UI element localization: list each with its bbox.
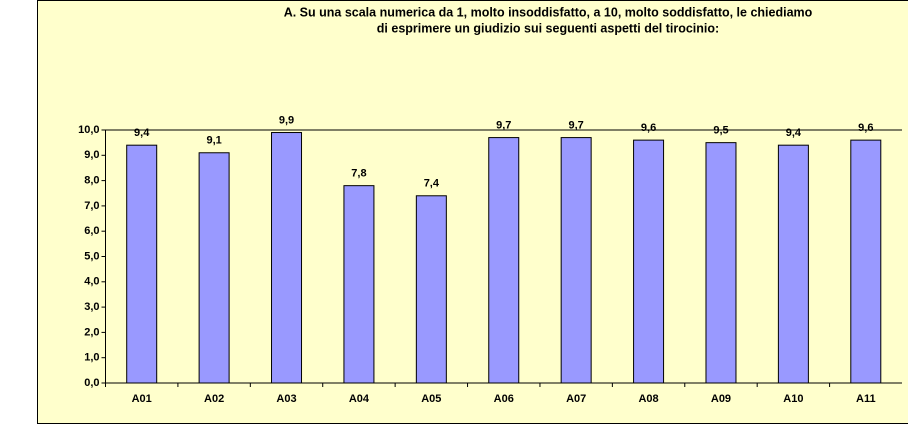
value-label: 9,4 <box>786 127 802 139</box>
y-tick-label: 4,0 <box>84 276 99 288</box>
bar <box>271 132 303 384</box>
value-label: 7,8 <box>351 168 366 180</box>
y-tick-label: 1,0 <box>84 352 99 364</box>
x-tick-label: A09 <box>711 393 731 405</box>
y-tick-label: 8,0 <box>84 175 99 187</box>
y-tick-label: 6,0 <box>84 225 99 237</box>
x-tick-label: A07 <box>566 393 586 405</box>
chart-area <box>37 0 908 424</box>
chart-title: di esprimere un giudizio sui seguenti as… <box>377 21 719 35</box>
y-tick-label: 5,0 <box>84 250 99 262</box>
bar <box>198 152 230 384</box>
bar <box>777 144 809 384</box>
y-tick-label: 10,0 <box>78 124 99 136</box>
x-tick-label: A11 <box>856 393 876 405</box>
y-tick-label: 7,0 <box>84 200 99 212</box>
y-tick-label: 3,0 <box>84 301 99 313</box>
bar <box>415 195 447 384</box>
value-label: 9,5 <box>713 125 728 137</box>
x-tick-label: A08 <box>638 393 658 405</box>
value-label: 9,4 <box>134 127 150 139</box>
chart-title: A. Su una scala numerica da 1, molto ins… <box>284 5 813 19</box>
x-tick-label: A06 <box>494 393 514 405</box>
value-label: 9,1 <box>206 135 221 147</box>
bar <box>560 137 592 384</box>
bar <box>126 144 158 384</box>
x-tick-label: A10 <box>783 393 803 405</box>
value-label: 9,6 <box>641 122 656 134</box>
value-label: 9,7 <box>569 119 584 131</box>
bar <box>850 139 882 384</box>
x-tick-label: A05 <box>421 393 441 405</box>
value-label: 7,4 <box>424 178 440 190</box>
x-tick-label: A02 <box>204 393 224 405</box>
bar <box>488 137 520 384</box>
value-label: 9,6 <box>858 122 873 134</box>
x-tick-label: A01 <box>132 393 152 405</box>
bar <box>343 185 375 384</box>
y-tick-label: 0,0 <box>84 377 99 389</box>
y-tick-label: 2,0 <box>84 326 99 338</box>
value-label: 9,9 <box>279 114 294 126</box>
bar <box>633 139 665 384</box>
bar <box>705 142 737 384</box>
x-tick-label: A03 <box>276 393 296 405</box>
x-tick-label: A04 <box>349 393 370 405</box>
y-tick-label: 9,0 <box>84 149 99 161</box>
value-label: 9,7 <box>496 119 511 131</box>
